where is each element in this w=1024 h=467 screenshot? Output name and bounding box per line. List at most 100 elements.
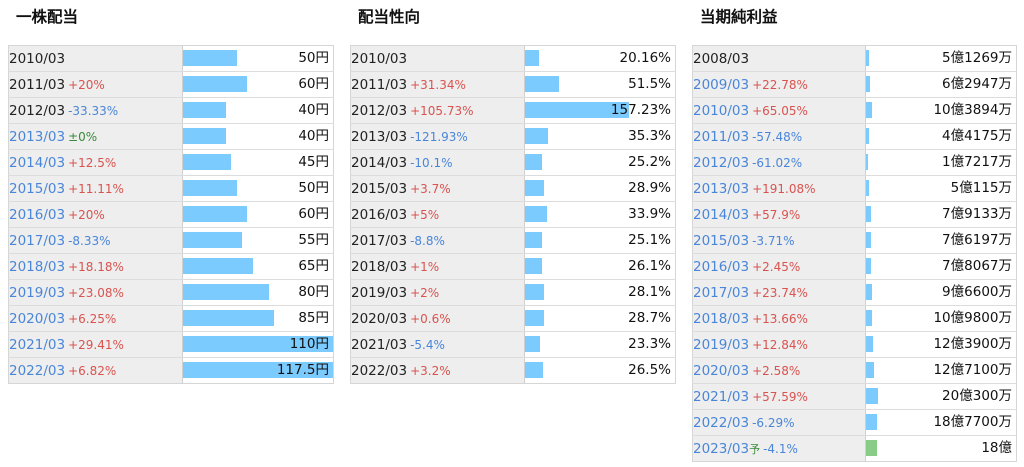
year-label: 2018/03 bbox=[351, 258, 408, 275]
value-cell: 20億300万 bbox=[865, 383, 1017, 410]
year-link[interactable]: 2013/03 bbox=[693, 180, 750, 197]
value-cell: 4億4175万 bbox=[865, 123, 1017, 150]
value-text: 50円 bbox=[298, 50, 329, 66]
year-cell: 2012/03 -61.02% bbox=[692, 149, 866, 176]
year-label: 2011/03 bbox=[9, 76, 66, 93]
year-link[interactable]: 2018/03 bbox=[9, 258, 66, 275]
change-percent: -8.8% bbox=[410, 233, 445, 248]
value-text: 9億6600万 bbox=[942, 284, 1012, 300]
value-bar bbox=[525, 284, 544, 300]
year-link[interactable]: 2022/03 bbox=[693, 414, 750, 431]
year-cell: 2012/03 +105.73% bbox=[350, 97, 525, 124]
table-row: 2013/03 -121.93% 35.3% bbox=[350, 123, 676, 150]
value-text: 12億7100万 bbox=[933, 362, 1012, 378]
year-link[interactable]: 2010/03 bbox=[693, 102, 750, 119]
year-link[interactable]: 2020/03 bbox=[9, 310, 66, 327]
year-label: 2008/03 bbox=[693, 50, 750, 67]
change-percent: ±0% bbox=[68, 129, 98, 144]
year-cell: 2018/03 +1% bbox=[350, 253, 525, 280]
year-link[interactable]: 2014/03 bbox=[9, 154, 66, 171]
year-cell: 2013/03 +191.08% bbox=[692, 175, 866, 202]
year-link[interactable]: 2022/03 bbox=[9, 362, 66, 379]
year-link[interactable]: 2020/03 bbox=[693, 362, 750, 379]
year-cell: 2016/03 +2.45% bbox=[692, 253, 866, 280]
year-link[interactable]: 2014/03 bbox=[693, 206, 750, 223]
value-bar bbox=[866, 440, 877, 456]
year-label: 2016/03 bbox=[351, 206, 408, 223]
value-text: 20億300万 bbox=[942, 388, 1012, 404]
value-bar bbox=[183, 336, 334, 352]
value-text: 10億9800万 bbox=[933, 310, 1012, 326]
year-link[interactable]: 2019/03 bbox=[9, 284, 66, 301]
year-link[interactable]: 2011/03 bbox=[693, 128, 750, 145]
year-label: 2010/03 bbox=[9, 50, 66, 67]
value-cell: 55円 bbox=[182, 227, 334, 254]
table-row: 2010/03 50円 bbox=[8, 45, 334, 72]
year-cell: 2015/03 -3.71% bbox=[692, 227, 866, 254]
year-cell: 2010/03 bbox=[350, 45, 525, 72]
year-cell: 2013/03 -121.93% bbox=[350, 123, 525, 150]
year-label: 2015/03 bbox=[351, 180, 408, 197]
year-cell: 2019/03 +2% bbox=[350, 279, 525, 306]
year-link[interactable]: 2016/03 bbox=[693, 258, 750, 275]
year-cell: 2018/03 +18.18% bbox=[8, 253, 183, 280]
year-link[interactable]: 2015/03 bbox=[693, 232, 750, 249]
value-text: 26.5% bbox=[628, 362, 671, 378]
year-link[interactable]: 2021/03 bbox=[693, 388, 750, 405]
value-text: 51.5% bbox=[628, 76, 671, 92]
value-bar bbox=[183, 50, 237, 66]
change-percent: +5% bbox=[410, 207, 440, 222]
year-link[interactable]: 2012/03 bbox=[693, 154, 750, 171]
value-text: 26.1% bbox=[628, 258, 671, 274]
year-link[interactable]: 2023/03 bbox=[693, 440, 750, 457]
year-cell: 2015/03 +11.11% bbox=[8, 175, 183, 202]
change-percent: +2.45% bbox=[752, 259, 801, 274]
table-row: 2022/03 -6.29% 18億7700万 bbox=[692, 409, 1017, 436]
table-row: 2022/03 +6.82% 117.5円 bbox=[8, 357, 334, 384]
table-row: 2015/03 +3.7% 28.9% bbox=[350, 175, 676, 202]
table-row: 2015/03 +11.11% 50円 bbox=[8, 175, 334, 202]
value-cell: 117.5円 bbox=[182, 357, 334, 384]
change-percent: +57.9% bbox=[752, 207, 801, 222]
value-text: 7億6197万 bbox=[942, 232, 1012, 248]
value-bar bbox=[525, 310, 544, 326]
value-bar bbox=[866, 76, 870, 92]
year-link[interactable]: 2018/03 bbox=[693, 310, 750, 327]
year-link[interactable]: 2015/03 bbox=[9, 180, 66, 197]
change-percent: +29.41% bbox=[68, 337, 124, 352]
year-link[interactable]: 2017/03 bbox=[693, 284, 750, 301]
year-link[interactable]: 2021/03 bbox=[9, 336, 66, 353]
year-link[interactable]: 2013/03 bbox=[9, 128, 66, 145]
value-text: 20.16% bbox=[619, 50, 671, 66]
year-cell: 2014/03 -10.1% bbox=[350, 149, 525, 176]
change-percent: -33.33% bbox=[68, 103, 119, 118]
value-bar bbox=[525, 50, 539, 66]
value-cell: 51.5% bbox=[524, 71, 676, 98]
year-cell: 2018/03 +13.66% bbox=[692, 305, 866, 332]
value-cell: 10億9800万 bbox=[865, 305, 1017, 332]
table-row: 2018/03 +18.18% 65円 bbox=[8, 253, 334, 280]
year-cell: 2013/03 ±0% bbox=[8, 123, 183, 150]
year-label: 2019/03 bbox=[351, 284, 408, 301]
value-cell: 35.3% bbox=[524, 123, 676, 150]
year-link[interactable]: 2017/03 bbox=[9, 232, 66, 249]
year-link[interactable]: 2016/03 bbox=[9, 206, 66, 223]
value-cell: 7億6197万 bbox=[865, 227, 1017, 254]
table-row: 2023/03予 -4.1% 18億 bbox=[692, 435, 1017, 462]
year-link[interactable]: 2019/03 bbox=[693, 336, 750, 353]
table-row: 2016/03 +20% 60円 bbox=[8, 201, 334, 228]
value-text: 40円 bbox=[298, 128, 329, 144]
value-cell: 65円 bbox=[182, 253, 334, 280]
table-row: 2017/03 +23.74% 9億6600万 bbox=[692, 279, 1017, 306]
value-cell: 60円 bbox=[182, 201, 334, 228]
year-cell: 2020/03 +2.58% bbox=[692, 357, 866, 384]
value-bar bbox=[866, 336, 873, 352]
value-text: 7億8067万 bbox=[942, 258, 1012, 274]
value-cell: 50円 bbox=[182, 175, 334, 202]
year-link[interactable]: 2009/03 bbox=[693, 76, 750, 93]
value-bar bbox=[525, 180, 544, 196]
value-text: 110円 bbox=[289, 336, 329, 352]
table-row: 2022/03 +3.2% 26.5% bbox=[350, 357, 676, 384]
table-row: 2016/03 +5% 33.9% bbox=[350, 201, 676, 228]
change-percent: +6.82% bbox=[68, 363, 117, 378]
